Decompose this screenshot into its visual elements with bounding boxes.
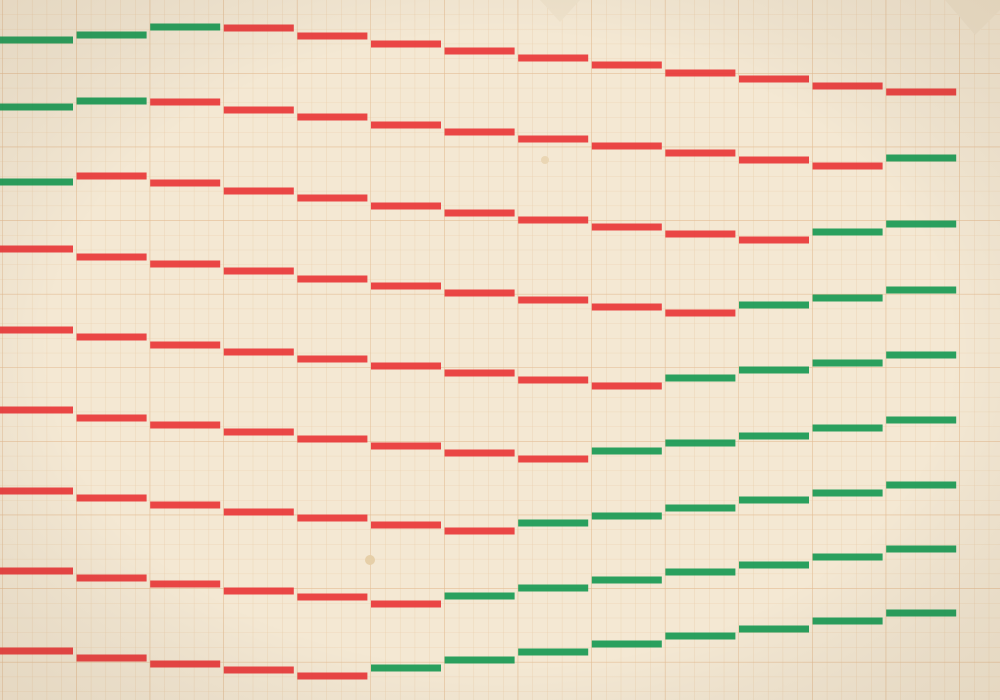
artwork: [0, 0, 1000, 700]
vignette: [0, 0, 1000, 700]
